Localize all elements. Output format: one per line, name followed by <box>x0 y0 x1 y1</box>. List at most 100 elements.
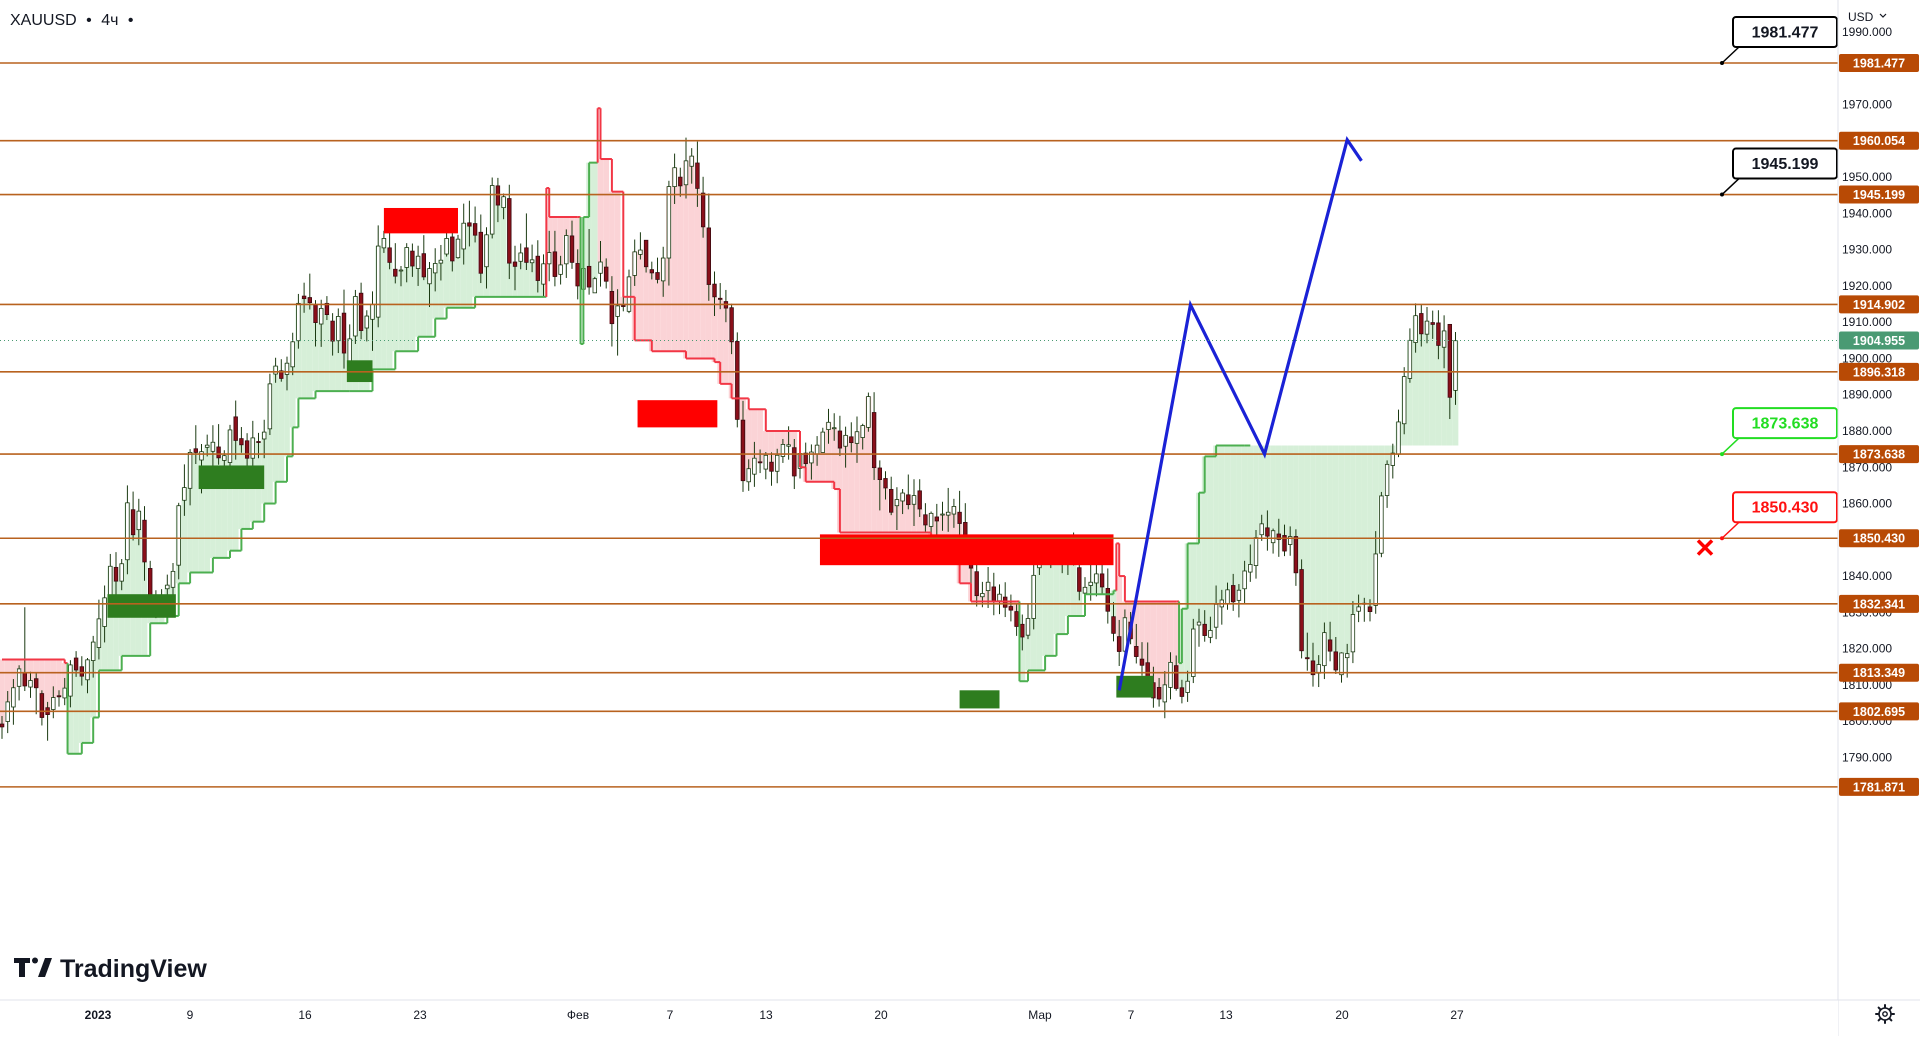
candle-body <box>512 261 518 267</box>
candle-body <box>68 664 73 697</box>
trailing-stop-fill-segment <box>1042 549 1048 656</box>
trailing-stop-fill-segment <box>16 659 22 669</box>
candle-body <box>222 455 227 461</box>
trailing-stop-fill-segment <box>460 223 467 308</box>
trailing-stop-fill-segment <box>916 508 923 533</box>
trailing-stop-fill-segment <box>1367 445 1373 612</box>
trailing-stop-fill-segment <box>888 512 895 533</box>
trailing-stop-fill-segment <box>1287 445 1294 537</box>
trailing-stop-fill-segment <box>90 642 97 718</box>
time-tick-label: 13 <box>1219 1008 1233 1022</box>
candle-body <box>917 490 922 510</box>
candle-body <box>957 511 962 524</box>
trailing-stop-fill-segment <box>1065 546 1071 616</box>
candle-body <box>125 502 130 561</box>
candle-body <box>450 236 455 262</box>
trailing-stop-fill-segment <box>210 442 216 558</box>
candle-body <box>22 672 27 687</box>
trailing-stop-fill-segment <box>67 664 74 754</box>
price-callouts: 1981.477 1945.199 1873.638 1850.430 ✕ <box>1694 16 1838 563</box>
trailing-stop-fill-segment <box>1047 540 1054 656</box>
trailing-stop-fill-segment <box>1144 601 1151 680</box>
time-axis[interactable] <box>0 1000 1838 1036</box>
trailing-stop-fill-segment <box>329 341 336 392</box>
candle-body <box>643 239 649 268</box>
gear-icon[interactable] <box>1875 1004 1895 1024</box>
trailing-stop-fill-segment <box>267 383 273 504</box>
trailing-stop-fill-segment <box>1293 445 1299 573</box>
candle-body <box>364 315 369 329</box>
trailing-stop-fill-segment <box>44 659 51 715</box>
trailing-stop-fill-segment <box>4 659 11 702</box>
header-separator-trailing: • <box>128 12 134 29</box>
currency-selector[interactable]: USD <box>1848 10 1887 24</box>
trailing-stop-fill-segment <box>1264 445 1271 537</box>
candle-body <box>233 416 238 441</box>
time-tick-label: 23 <box>413 1008 427 1022</box>
price-axis[interactable] <box>1838 0 1920 1000</box>
candle-body <box>1139 658 1145 666</box>
candle-body <box>261 431 267 440</box>
candle-body <box>860 425 865 438</box>
trailing-stop-fill-segment <box>654 279 661 352</box>
trailing-stop-fill-segment <box>694 188 701 359</box>
symbol-title[interactable]: XAUUSD • 4ч • <box>10 12 134 29</box>
trailing-stop-fill-segment <box>398 269 404 352</box>
trailing-stop-fill-segment <box>1378 445 1385 496</box>
candle-body <box>615 305 620 317</box>
candle-body <box>1111 616 1116 634</box>
trailing-stop-fill-segment <box>905 504 912 533</box>
trailing-stop-fill-segment <box>586 162 592 288</box>
trailing-stop-fill-segment <box>495 205 501 297</box>
candle-body <box>227 429 233 463</box>
candle-body <box>849 436 854 444</box>
candle-body <box>284 362 290 375</box>
candle-body <box>96 618 102 648</box>
candle-body <box>0 723 5 728</box>
candle-body <box>1407 339 1413 379</box>
candle-body <box>906 494 911 506</box>
trailing-stop-fill-segment <box>1304 445 1311 659</box>
trailing-stop-fill-segment <box>1355 445 1362 607</box>
candle-body <box>1020 623 1025 638</box>
candle-body <box>786 444 791 447</box>
candle-body <box>478 231 483 274</box>
trailing-stop-fill-segment <box>84 659 91 743</box>
trailing-stop-fill-segment <box>312 322 319 392</box>
candle-body <box>279 370 284 379</box>
trailing-stop-fill-segment <box>284 363 290 457</box>
candle-body <box>547 252 552 265</box>
candle-body <box>820 431 825 453</box>
trailing-stop-fill-segment <box>677 185 684 352</box>
trailing-stop-fill-segment <box>871 467 877 533</box>
trailing-stop-fill-segment <box>50 659 57 698</box>
callout-label: 1945.199 <box>1752 156 1819 173</box>
currency-label[interactable]: USD <box>1848 10 1874 24</box>
candle-body <box>518 252 523 262</box>
trailing-stop-fill-segment <box>819 432 826 482</box>
candle-body <box>39 693 45 718</box>
candle-body <box>347 338 352 363</box>
callout-label: 1850.430 <box>1752 500 1819 517</box>
candle-body <box>370 304 375 320</box>
trailing-stop-fill-segment <box>1247 445 1254 565</box>
chart-header[interactable]: XAUUSD • 4ч • <box>10 12 134 29</box>
candle-body <box>757 461 763 464</box>
candle-body <box>136 510 141 531</box>
trailing-stop-fill-segment <box>1270 445 1276 531</box>
trailing-stop-fill-segment <box>842 435 849 533</box>
candle-body <box>1202 623 1207 636</box>
trailing-stop-fill-segment <box>1025 618 1031 671</box>
trailing-stop-fill-segment <box>181 487 188 584</box>
trailing-stop-fill-segment <box>603 159 610 282</box>
candle-body <box>1196 621 1202 626</box>
callout-box <box>1732 16 1838 48</box>
header-separator: • <box>86 12 92 29</box>
candle-body <box>1008 606 1014 611</box>
candle-body <box>1213 603 1219 628</box>
trailing-stop-fill-segment <box>443 238 450 308</box>
trailing-stop-fill-segment <box>1338 445 1345 653</box>
trailing-stop-fill-segment <box>523 262 530 297</box>
